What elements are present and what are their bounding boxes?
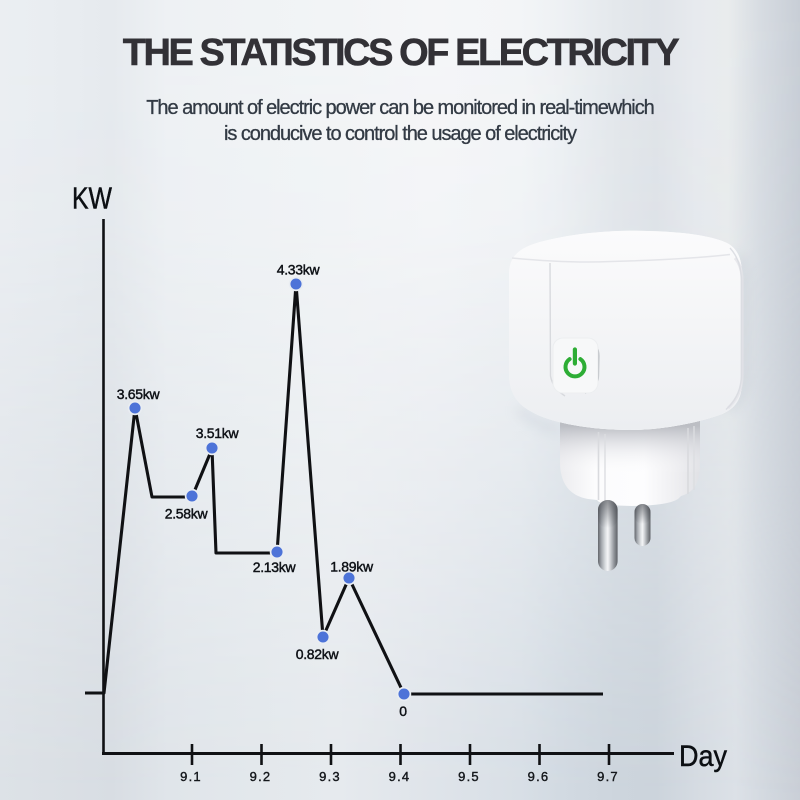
svg-text:9.3: 9.3 (319, 769, 341, 784)
svg-text:Day: Day (679, 740, 727, 773)
svg-text:9.5: 9.5 (458, 769, 480, 784)
svg-text:2.58kw: 2.58kw (165, 506, 209, 522)
svg-text:9.7: 9.7 (597, 769, 619, 784)
svg-text:0.82kw: 0.82kw (296, 646, 340, 662)
svg-text:1.89kw: 1.89kw (330, 559, 374, 575)
svg-text:3.65kw: 3.65kw (117, 386, 161, 402)
svg-text:3.51kw: 3.51kw (196, 425, 240, 441)
svg-text:9.1: 9.1 (180, 769, 202, 784)
svg-text:9.4: 9.4 (389, 769, 411, 784)
svg-text:9.2: 9.2 (250, 769, 272, 784)
svg-text:9.6: 9.6 (528, 769, 550, 784)
svg-text:4.33kw: 4.33kw (277, 262, 321, 278)
svg-text:KW: KW (72, 181, 113, 216)
svg-text:2.13kw: 2.13kw (253, 559, 297, 575)
svg-text:0: 0 (399, 703, 407, 719)
